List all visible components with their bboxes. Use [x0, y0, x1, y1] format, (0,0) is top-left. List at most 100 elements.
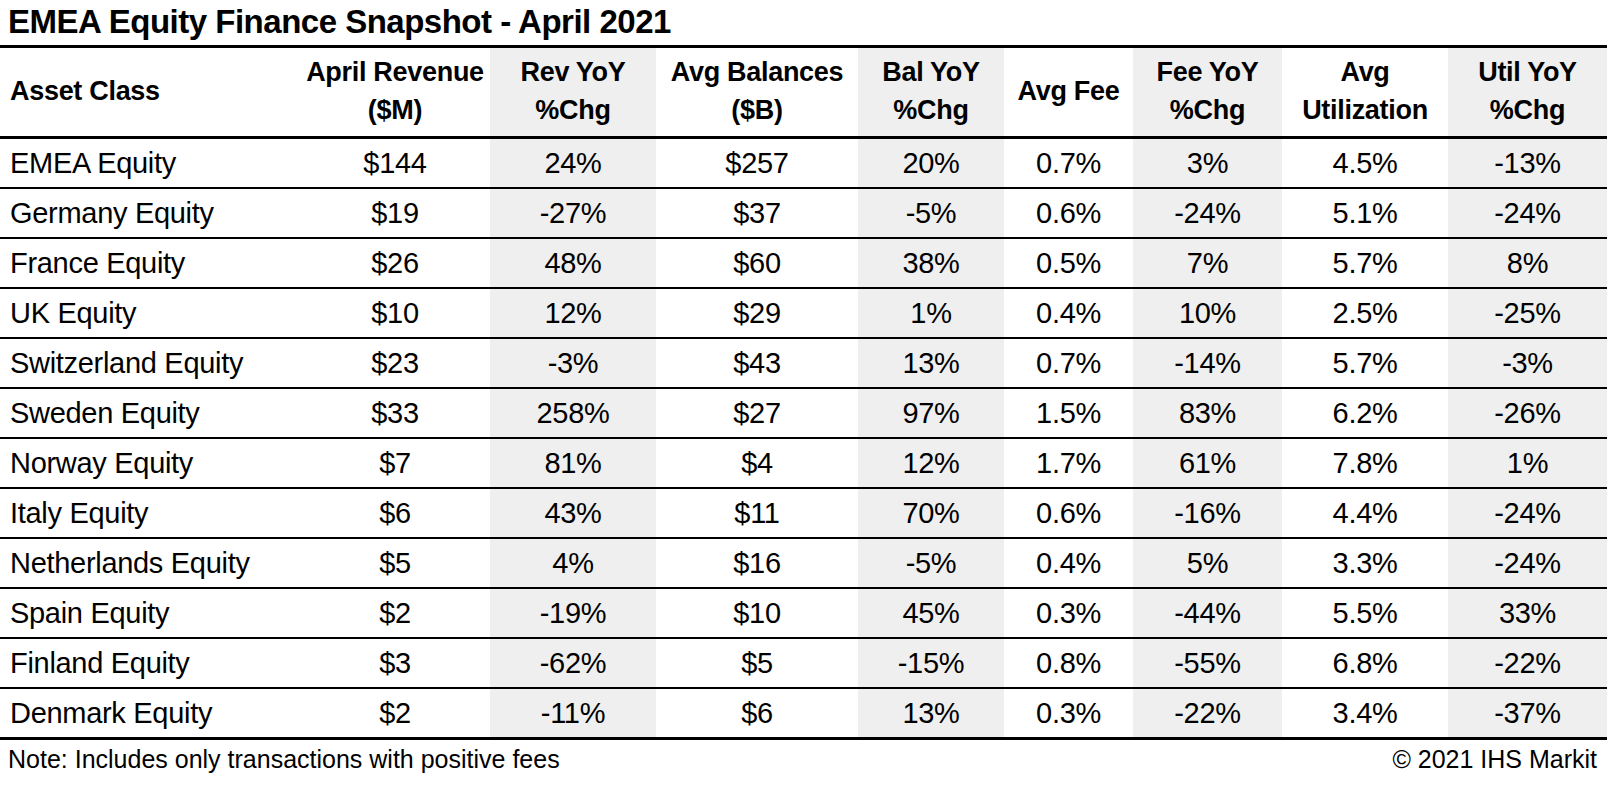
cell-asset_class: Denmark Equity — [0, 688, 300, 739]
table-row: France Equity$2648%$6038%0.5%7%5.7%8% — [0, 238, 1607, 288]
cell-util_yoy: -37% — [1448, 688, 1607, 739]
page-title: EMEA Equity Finance Snapshot - April 202… — [0, 0, 1607, 48]
column-header-avg_fee: Avg Fee — [1004, 48, 1133, 138]
cell-avg_utilization: 4.5% — [1282, 138, 1448, 189]
cell-rev_yoy: -3% — [490, 338, 656, 388]
cell-fee_yoy: -16% — [1133, 488, 1282, 538]
cell-avg_fee: 1.5% — [1004, 388, 1133, 438]
cell-avg_balances: $10 — [656, 588, 858, 638]
cell-fee_yoy: -22% — [1133, 688, 1282, 739]
cell-fee_yoy: -14% — [1133, 338, 1282, 388]
column-header-line2: %Chg — [1448, 92, 1607, 130]
cell-bal_yoy: 38% — [858, 238, 1004, 288]
cell-avg_fee: 0.5% — [1004, 238, 1133, 288]
cell-util_yoy: -3% — [1448, 338, 1607, 388]
cell-asset_class: Netherlands Equity — [0, 538, 300, 588]
table-row: UK Equity$1012%$291%0.4%10%2.5%-25% — [0, 288, 1607, 338]
table-row: Sweden Equity$33258%$2797%1.5%83%6.2%-26… — [0, 388, 1607, 438]
column-header-line1: Util YoY — [1448, 54, 1607, 92]
cell-avg_utilization: 5.1% — [1282, 188, 1448, 238]
cell-bal_yoy: -5% — [858, 188, 1004, 238]
column-header-util_yoy: Util YoY%Chg — [1448, 48, 1607, 138]
table-row: Switzerland Equity$23-3%$4313%0.7%-14%5.… — [0, 338, 1607, 388]
cell-avg_fee: 0.3% — [1004, 688, 1133, 739]
copyright-notice: © 2021 IHS Markit — [1392, 745, 1607, 774]
column-header-line2: ($B) — [656, 92, 858, 130]
table-row: EMEA Equity$14424%$25720%0.7%3%4.5%-13% — [0, 138, 1607, 189]
column-header-line2: ($M) — [300, 92, 490, 130]
cell-util_yoy: -25% — [1448, 288, 1607, 338]
cell-avg_balances: $60 — [656, 238, 858, 288]
column-header-bal_yoy: Bal YoY%Chg — [858, 48, 1004, 138]
cell-april_revenue: $7 — [300, 438, 490, 488]
cell-avg_balances: $37 — [656, 188, 858, 238]
cell-avg_utilization: 7.8% — [1282, 438, 1448, 488]
cell-asset_class: Spain Equity — [0, 588, 300, 638]
cell-bal_yoy: 12% — [858, 438, 1004, 488]
column-header-line2: %Chg — [858, 92, 1004, 130]
cell-avg_utilization: 6.2% — [1282, 388, 1448, 438]
footnote: Note: Includes only transactions with po… — [0, 745, 560, 774]
column-header-april_revenue: April Revenue($M) — [300, 48, 490, 138]
cell-bal_yoy: 70% — [858, 488, 1004, 538]
cell-april_revenue: $2 — [300, 688, 490, 739]
snapshot-page: EMEA Equity Finance Snapshot - April 202… — [0, 0, 1615, 799]
header-row: Asset ClassApril Revenue($M)Rev YoY%Chg A… — [0, 48, 1607, 138]
table-row: Germany Equity$19-27%$37-5%0.6%-24%5.1%-… — [0, 188, 1607, 238]
cell-avg_utilization: 5.7% — [1282, 338, 1448, 388]
cell-avg_utilization: 5.7% — [1282, 238, 1448, 288]
cell-avg_fee: 0.4% — [1004, 288, 1133, 338]
table-footer: Note: Includes only transactions with po… — [0, 745, 1607, 774]
cell-util_yoy: -22% — [1448, 638, 1607, 688]
cell-avg_fee: 0.6% — [1004, 188, 1133, 238]
cell-bal_yoy: 13% — [858, 688, 1004, 739]
snapshot-table: Asset ClassApril Revenue($M)Rev YoY%Chg A… — [0, 48, 1607, 740]
cell-util_yoy: 1% — [1448, 438, 1607, 488]
cell-avg_fee: 1.7% — [1004, 438, 1133, 488]
column-header-line1: Asset Class — [10, 73, 300, 111]
cell-april_revenue: $6 — [300, 488, 490, 538]
cell-avg_balances: $257 — [656, 138, 858, 189]
column-header-line1: Avg Fee — [1004, 73, 1133, 111]
cell-april_revenue: $26 — [300, 238, 490, 288]
cell-avg_balances: $27 — [656, 388, 858, 438]
cell-fee_yoy: -44% — [1133, 588, 1282, 638]
cell-util_yoy: -24% — [1448, 488, 1607, 538]
cell-avg_balances: $11 — [656, 488, 858, 538]
cell-avg_fee: 0.8% — [1004, 638, 1133, 688]
cell-rev_yoy: 43% — [490, 488, 656, 538]
cell-avg_fee: 0.3% — [1004, 588, 1133, 638]
cell-bal_yoy: -15% — [858, 638, 1004, 688]
cell-avg_utilization: 6.8% — [1282, 638, 1448, 688]
cell-avg_fee: 0.7% — [1004, 338, 1133, 388]
cell-avg_utilization: 3.3% — [1282, 538, 1448, 588]
cell-util_yoy: 8% — [1448, 238, 1607, 288]
cell-bal_yoy: -5% — [858, 538, 1004, 588]
cell-avg_balances: $16 — [656, 538, 858, 588]
cell-avg_fee: 0.7% — [1004, 138, 1133, 189]
cell-fee_yoy: 3% — [1133, 138, 1282, 189]
cell-rev_yoy: -62% — [490, 638, 656, 688]
column-header-line2: %Chg — [1133, 92, 1282, 130]
table-body: EMEA Equity$14424%$25720%0.7%3%4.5%-13%G… — [0, 138, 1607, 739]
cell-util_yoy: 33% — [1448, 588, 1607, 638]
column-header-fee_yoy: Fee YoY%Chg — [1133, 48, 1282, 138]
column-header-line1: Bal YoY — [858, 54, 1004, 92]
cell-bal_yoy: 45% — [858, 588, 1004, 638]
cell-avg_fee: 0.4% — [1004, 538, 1133, 588]
column-header-rev_yoy: Rev YoY%Chg — [490, 48, 656, 138]
cell-rev_yoy: -19% — [490, 588, 656, 638]
cell-rev_yoy: 81% — [490, 438, 656, 488]
column-header-asset_class: Asset Class — [0, 48, 300, 138]
cell-rev_yoy: 12% — [490, 288, 656, 338]
cell-avg_utilization: 4.4% — [1282, 488, 1448, 538]
cell-april_revenue: $19 — [300, 188, 490, 238]
cell-avg_fee: 0.6% — [1004, 488, 1133, 538]
cell-april_revenue: $33 — [300, 388, 490, 438]
table-header: Asset ClassApril Revenue($M)Rev YoY%Chg A… — [0, 48, 1607, 138]
cell-util_yoy: -13% — [1448, 138, 1607, 189]
cell-asset_class: Italy Equity — [0, 488, 300, 538]
cell-fee_yoy: -55% — [1133, 638, 1282, 688]
cell-avg_balances: $43 — [656, 338, 858, 388]
cell-avg_balances: $6 — [656, 688, 858, 739]
